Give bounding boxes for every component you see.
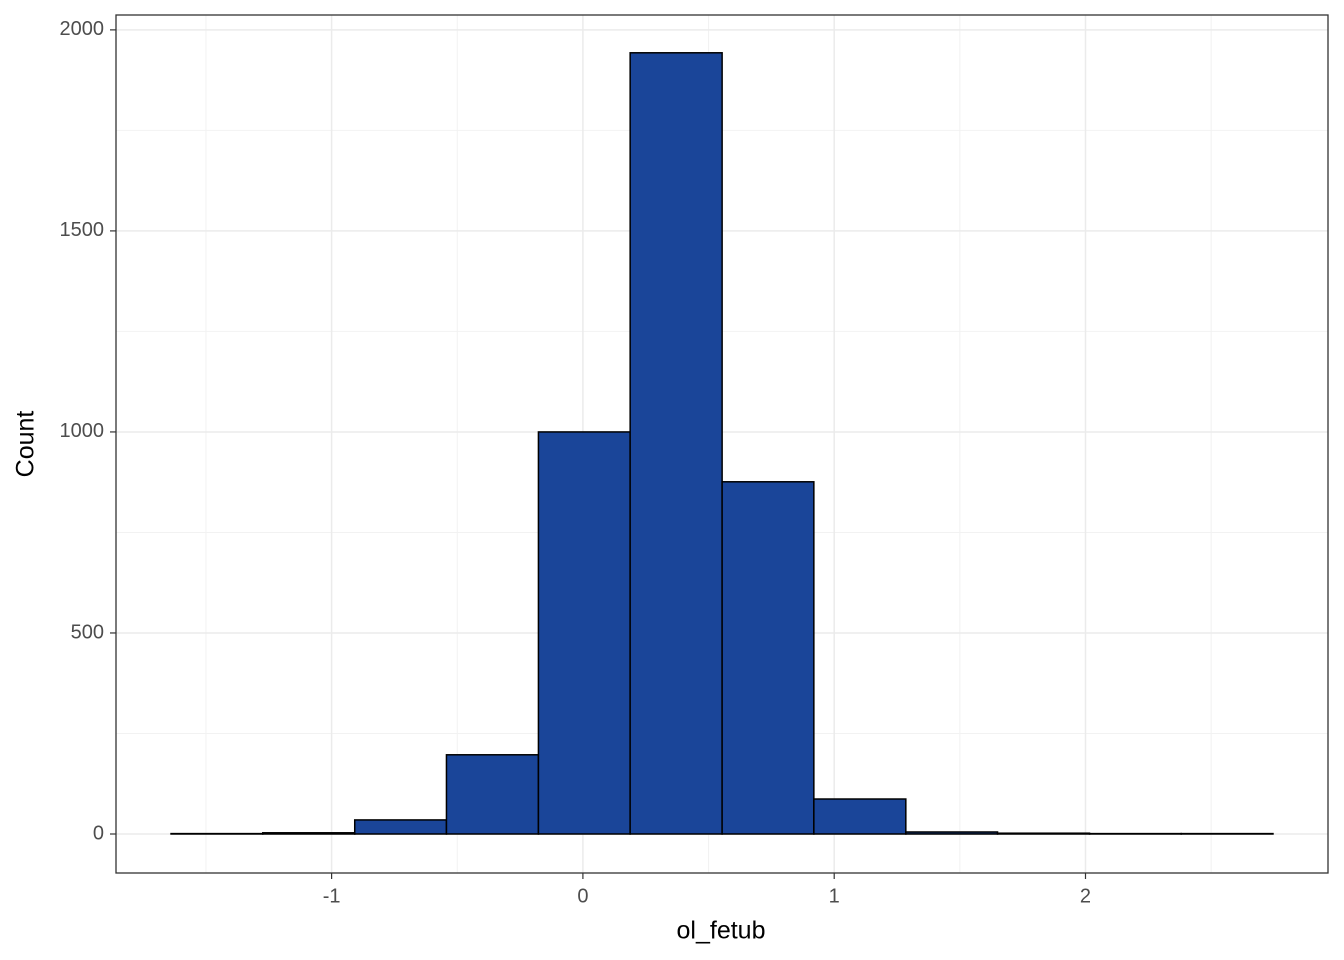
- y-tick-label: 500: [71, 621, 104, 643]
- bar: [996, 832, 1091, 835]
- y-tick-label: 1000: [60, 420, 105, 442]
- x-tick-label: 1: [829, 885, 840, 907]
- x-tick-label: 0: [577, 885, 588, 907]
- bar: [537, 431, 631, 835]
- bar: [905, 831, 999, 835]
- bar: [813, 798, 907, 835]
- bar: [262, 832, 356, 835]
- bar: [445, 754, 540, 835]
- y-tick-label: 2000: [60, 18, 105, 40]
- y-tick-label: 1500: [60, 219, 105, 241]
- y-tick-label: 0: [93, 822, 104, 844]
- x-axis-title: ol_fetub: [677, 917, 766, 945]
- y-axis-title: Count: [12, 411, 40, 478]
- bar: [721, 481, 815, 835]
- panel-border: [115, 14, 1329, 874]
- x-tick-label: -1: [323, 885, 341, 907]
- bar: [629, 52, 723, 835]
- bar: [353, 819, 448, 835]
- x-tick-label: 2: [1080, 885, 1091, 907]
